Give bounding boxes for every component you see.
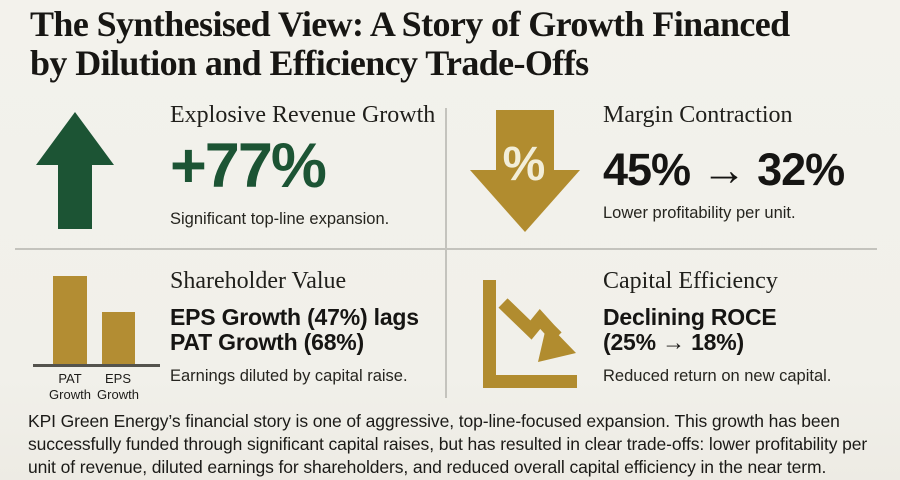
capital-quadrant: Capital Efficiency Declining ROCE (25% → … (603, 266, 883, 386)
bar-eps-growth (102, 312, 135, 364)
horizontal-divider (15, 248, 877, 250)
down-arrow-percent-icon: % (470, 110, 580, 232)
bar-chart-icon: PAT Growth EPS Growth (33, 272, 163, 411)
percent-glyph: % (503, 138, 546, 191)
summary-paragraph: KPI Green Energy’s financial story is on… (28, 411, 868, 477)
capital-value-line2: (25% → 18%) (603, 329, 744, 355)
capital-caption: Reduced return on new capital. (603, 367, 832, 385)
revenue-value: +77% (170, 131, 327, 201)
revenue-quadrant: Explosive Revenue Growth +77% Significan… (170, 100, 442, 229)
margin-quadrant: Margin Contraction 45% → 32% Lower profi… (603, 100, 883, 223)
bar-label: PAT Growth (49, 371, 91, 402)
shareholder-value-line2: PAT Growth (68%) (170, 329, 365, 355)
bar-chart-plot (33, 272, 163, 367)
revenue-title: Explosive Revenue Growth (170, 102, 436, 128)
declining-line-chart-icon (483, 280, 577, 388)
margin-title: Margin Contraction (603, 102, 793, 128)
shareholder-value-line1: EPS Growth (47%) lags (170, 304, 419, 330)
shareholder-caption: Earnings diluted by capital raise. (170, 367, 408, 385)
vertical-divider (445, 108, 447, 398)
shareholder-value: EPS Growth (47%) lags PAT Growth (68%) (170, 305, 450, 355)
bar-label: EPS Growth (97, 371, 139, 402)
up-arrow-icon (36, 112, 114, 229)
capital-value: Declining ROCE (25% → 18%) (603, 305, 883, 355)
shareholder-quadrant: Shareholder Value EPS Growth (47%) lags P… (170, 266, 450, 386)
margin-value: 45% → 32% (603, 144, 845, 195)
capital-title: Capital Efficiency (603, 268, 778, 294)
shareholder-title: Shareholder Value (170, 268, 347, 294)
page-title: The Synthesised View: A Story of Growth … (30, 4, 790, 84)
margin-caption: Lower profitability per unit. (603, 204, 796, 222)
bar-chart-labels: PAT Growth EPS Growth (33, 371, 163, 411)
page-title-line1: The Synthesised View: A Story of Growth … (30, 4, 790, 44)
capital-value-line1: Declining ROCE (603, 304, 777, 330)
revenue-caption: Significant top-line expansion. (170, 210, 390, 228)
page-title-line2: by Dilution and Efficiency Trade-Offs (30, 43, 589, 84)
bar-chart-baseline (33, 364, 160, 367)
bar-pat-growth (53, 276, 87, 364)
